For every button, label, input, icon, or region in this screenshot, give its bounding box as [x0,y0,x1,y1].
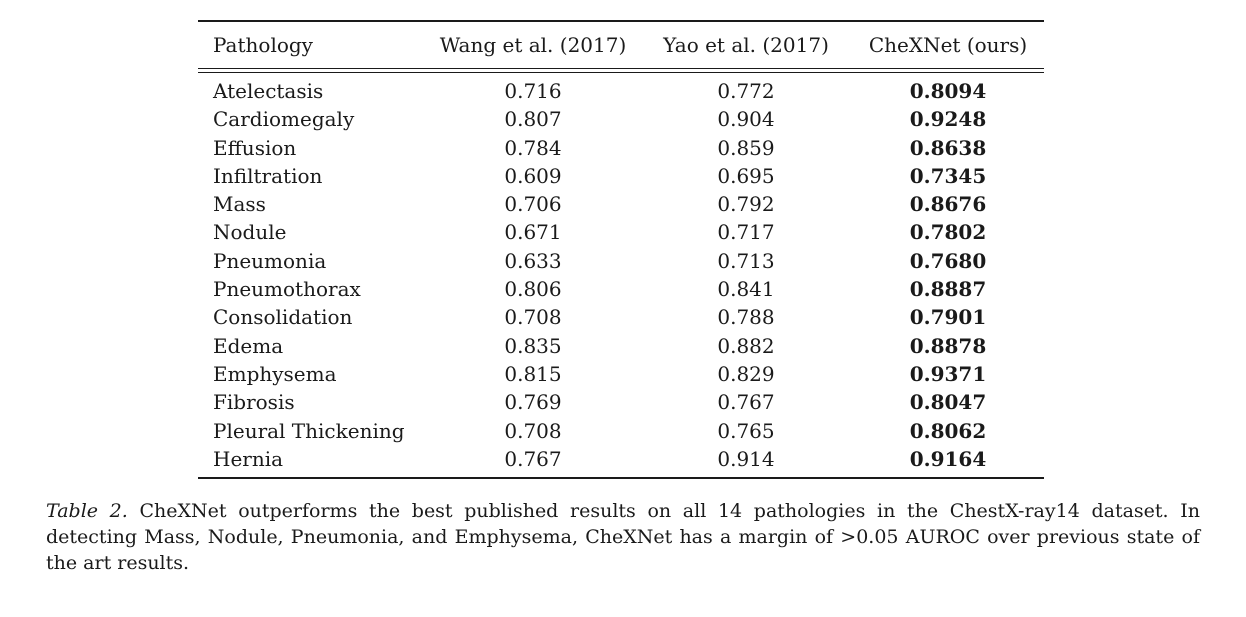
header-row: Pathology Wang et al. (2017) Yao et al. … [198,22,1044,66]
wang-score-cell: 0.784 [504,135,562,160]
yao-score-cell: 0.713 [717,248,775,273]
table-bottom-rule [198,477,1044,480]
wang-score-cell: 0.716 [504,79,562,103]
table-header: Pathology Wang et al. (2017) Yao et al. … [198,22,1044,66]
wang-score-cell: 0.633 [504,248,562,273]
table-body: Atelectasis 0.716 0.772 0.8094 Cardiomegaly 0… [198,73,1044,473]
pathology-cell: Edema [213,333,284,358]
table-row: Mass 0.706 0.792 0.8676 [198,190,1044,218]
yao-score-cell: 0.788 [717,305,775,330]
pathology-cell: Emphysema [213,361,337,386]
yao-score-cell: 0.914 [717,446,775,471]
wang-score-cell: 0.708 [504,305,562,330]
yao-score-cell: 0.904 [717,107,775,132]
yao-score-cell: 0.792 [717,192,775,217]
header-chexnet: CheXNet (ours) [868,33,1028,57]
chexnet-score-cell: 0.8878 [909,333,987,358]
caption-text: CheXNet outperforms the best published r… [46,500,1200,574]
table-top-rule [198,20,1044,22]
yao-score-cell: 0.841 [717,277,775,302]
yao-score-cell: 0.882 [717,333,775,358]
table-row: Atelectasis 0.716 0.772 0.8094 [198,73,1044,105]
wang-score-cell: 0.769 [504,390,562,415]
chexnet-score-cell: 0.8047 [909,390,987,415]
caption-label: Table 2. [46,500,128,522]
chexnet-score-cell: 0.7802 [909,220,987,245]
chexnet-score-cell: 0.7901 [909,305,987,330]
wang-score-cell: 0.767 [504,446,562,471]
yao-score-cell: 0.767 [717,390,775,415]
table-row: Edema 0.835 0.882 0.8878 [198,332,1044,360]
yao-score-cell: 0.829 [717,361,775,386]
chexnet-score-cell: 0.9164 [909,446,987,471]
table-row: Pneumonia 0.633 0.713 0.7680 [198,247,1044,275]
pathology-cell: Pleural Thickening [213,418,405,443]
wang-score-cell: 0.807 [504,107,562,132]
table-row: Hernia 0.767 0.914 0.9164 [198,445,1044,473]
chexnet-score-cell: 0.8638 [909,135,987,160]
table-row: Emphysema 0.815 0.829 0.9371 [198,360,1044,388]
pathology-cell: Atelectasis [213,79,324,103]
wang-score-cell: 0.706 [504,192,562,217]
wang-score-cell: 0.609 [504,163,562,188]
header-wang: Wang et al. (2017) [439,33,627,57]
chexnet-score-cell: 0.7680 [909,248,987,273]
table-row: Nodule 0.671 0.717 0.7802 [198,218,1044,246]
table-row: Fibrosis 0.769 0.767 0.8047 [198,388,1044,416]
yao-score-cell: 0.765 [717,418,775,443]
results-table-container: Pathology Wang et al. (2017) Yao et al. … [198,20,1044,480]
table-row: Pleural Thickening 0.708 0.765 0.8062 [198,417,1044,445]
table-row: Consolidation 0.708 0.788 0.7901 [198,303,1044,331]
wang-score-cell: 0.835 [504,333,562,358]
yao-score-cell: 0.772 [717,79,775,103]
auroc-comparison-table: Pathology Wang et al. (2017) Yao et al. … [198,22,1044,66]
wang-score-cell: 0.806 [504,277,562,302]
wang-score-cell: 0.671 [504,220,562,245]
pathology-cell: Infiltration [213,163,323,188]
pathology-cell: Pneumothorax [213,277,361,302]
chexnet-score-cell: 0.7345 [909,163,987,188]
pathology-cell: Pneumonia [213,248,327,273]
table-row: Cardiomegaly 0.807 0.904 0.9248 [198,105,1044,133]
chexnet-score-cell: 0.9371 [909,361,987,386]
table-row: Effusion 0.784 0.859 0.8638 [198,134,1044,162]
pathology-cell: Consolidation [213,305,353,330]
chexnet-score-cell: 0.8676 [909,192,987,217]
pathology-cell: Cardiomegaly [213,107,355,132]
wang-score-cell: 0.815 [504,361,562,386]
chexnet-score-cell: 0.8094 [909,79,987,103]
auroc-body-table: Atelectasis 0.716 0.772 0.8094 Cardiomegaly 0… [198,73,1044,473]
pathology-cell: Mass [213,192,266,217]
pathology-cell: Hernia [213,446,284,471]
yao-score-cell: 0.717 [717,220,775,245]
yao-score-cell: 0.859 [717,135,775,160]
table-row: Infiltration 0.609 0.695 0.7345 [198,162,1044,190]
table-caption: Table 2. CheXNet outperforms the best pu… [46,498,1200,576]
header-double-rule [198,68,1044,73]
pathology-cell: Effusion [213,135,297,160]
header-pathology: Pathology [213,33,313,57]
chexnet-score-cell: 0.9248 [909,107,987,132]
chexnet-score-cell: 0.8062 [909,418,987,443]
pathology-cell: Nodule [213,220,287,245]
chexnet-score-cell: 0.8887 [909,277,987,302]
pathology-cell: Fibrosis [213,390,295,415]
wang-score-cell: 0.708 [504,418,562,443]
table-row: Pneumothorax 0.806 0.841 0.8887 [198,275,1044,303]
yao-score-cell: 0.695 [717,163,775,188]
header-yao: Yao et al. (2017) [663,33,829,57]
